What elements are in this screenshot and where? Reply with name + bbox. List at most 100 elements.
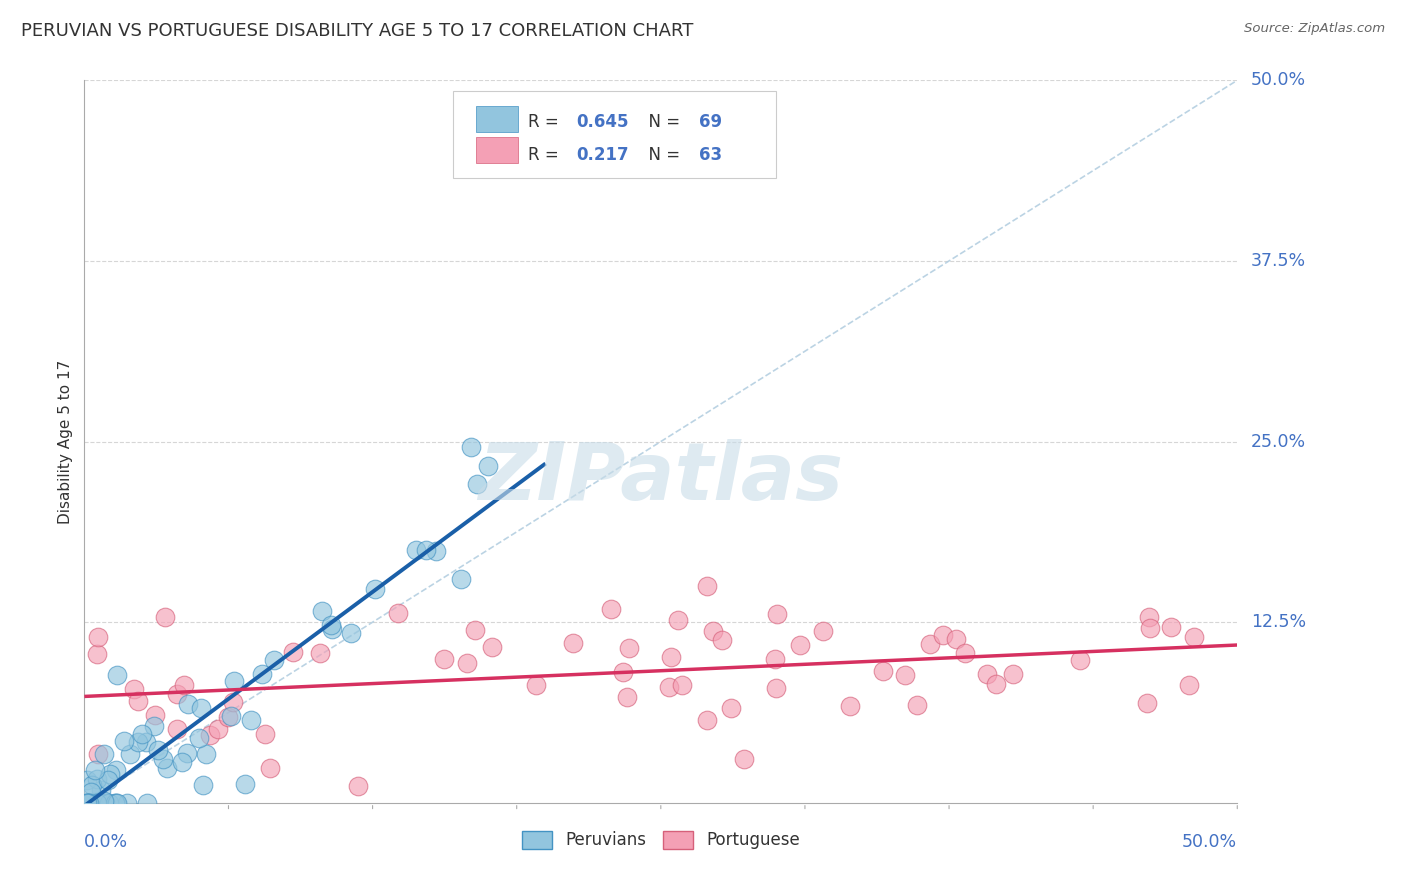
Point (839, 699, 862, 714)
Point (425, 543, 447, 558)
Point (80, 796, 103, 810)
Point (143, 708, 166, 723)
Point (813, 624, 835, 639)
Point (84, 796, 107, 810)
Point (76, 796, 98, 810)
Point (146, 743, 169, 757)
Point (984, 677, 1007, 691)
Point (599, 602, 621, 616)
Point (1139, 621, 1161, 635)
Text: 12.5%: 12.5% (1251, 613, 1306, 632)
Text: ZIPatlas: ZIPatlas (478, 439, 844, 516)
Point (481, 640, 503, 655)
Text: 0.0%: 0.0% (84, 833, 128, 851)
Text: PERUVIAN VS PORTUGUESE DISABILITY AGE 5 TO 17 CORRELATION CHART: PERUVIAN VS PORTUGUESE DISABILITY AGE 5 … (21, 22, 693, 40)
Point (80, 785, 103, 799)
Point (207, 722, 229, 736)
Point (89, 796, 111, 810)
Point (136, 796, 159, 810)
Point (671, 678, 693, 692)
Point (115, 796, 138, 810)
Point (905, 698, 928, 712)
Point (659, 650, 682, 665)
Point (83, 763, 105, 777)
Point (765, 681, 787, 696)
Point (122, 682, 145, 697)
Point (319, 618, 342, 632)
Point (1160, 619, 1182, 633)
Point (187, 731, 209, 746)
Point (173, 678, 195, 692)
Point (253, 727, 276, 741)
Point (281, 645, 304, 659)
Point (1182, 630, 1205, 644)
Point (77, 796, 100, 810)
Point (456, 656, 478, 670)
Point (191, 778, 214, 792)
Point (432, 652, 454, 666)
Point (894, 668, 917, 682)
Point (387, 607, 409, 621)
Point (77, 796, 100, 810)
Point (76, 796, 98, 810)
Point (464, 624, 486, 638)
Point (79, 796, 101, 810)
Point (76, 772, 98, 787)
Point (976, 667, 998, 681)
Text: 50.0%: 50.0% (1251, 71, 1306, 89)
Point (932, 628, 955, 642)
Point (224, 673, 246, 688)
FancyBboxPatch shape (477, 137, 517, 163)
Point (872, 665, 894, 679)
Point (710, 633, 733, 648)
Point (347, 779, 370, 793)
Text: 50.0%: 50.0% (1182, 833, 1237, 851)
Point (156, 760, 179, 774)
Point (86, 747, 108, 761)
Point (561, 636, 583, 650)
Point (104, 796, 127, 810)
Point (1002, 666, 1025, 681)
Point (733, 752, 755, 766)
Text: 69: 69 (699, 113, 723, 131)
Point (166, 687, 188, 701)
Text: 0.217: 0.217 (576, 145, 630, 164)
Point (97, 773, 120, 788)
Legend: Peruvians, Portuguese: Peruvians, Portuguese (515, 824, 807, 856)
Point (616, 690, 638, 704)
Point (1069, 653, 1091, 667)
Point (79, 796, 101, 810)
Point (696, 579, 718, 593)
Point (311, 604, 333, 618)
Text: Source: ZipAtlas.com: Source: ZipAtlas.com (1244, 22, 1385, 36)
Point (127, 694, 149, 708)
Point (259, 761, 281, 775)
Point (477, 459, 499, 474)
Point (118, 747, 141, 761)
Point (612, 665, 634, 679)
Point (198, 728, 221, 742)
Point (250, 667, 273, 681)
Point (763, 651, 786, 665)
Point (524, 678, 547, 692)
Point (86, 647, 108, 661)
Point (720, 700, 742, 714)
Point (190, 700, 212, 714)
Point (155, 609, 177, 624)
Point (221, 695, 243, 709)
Point (98, 767, 121, 781)
Point (239, 713, 262, 727)
Point (93, 747, 115, 761)
Point (80, 778, 103, 792)
Point (127, 735, 149, 749)
Point (86, 796, 108, 810)
Point (105, 796, 128, 810)
Point (87, 630, 110, 644)
Text: R =: R = (529, 113, 564, 131)
Point (235, 777, 257, 791)
Point (460, 440, 482, 454)
Point (696, 713, 718, 727)
Point (177, 698, 200, 712)
Point (702, 624, 724, 639)
FancyBboxPatch shape (453, 91, 776, 178)
